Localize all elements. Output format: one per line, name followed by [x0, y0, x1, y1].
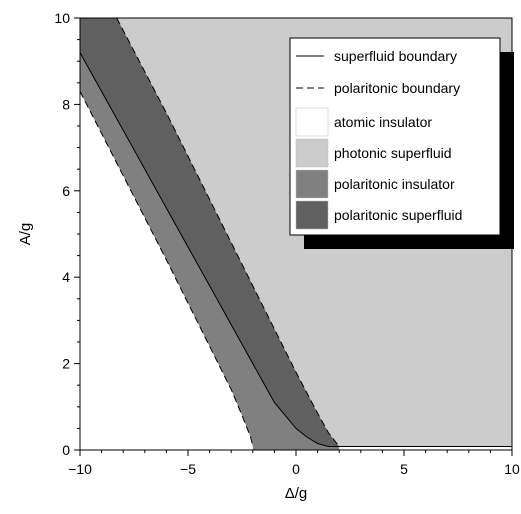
y-tick-label: 4 [62, 269, 70, 285]
x-tick-label: 0 [292, 461, 300, 477]
legend-label: atomic insulator [334, 114, 432, 130]
y-tick-label: 10 [54, 10, 70, 26]
x-axis-ticks: −10 −5 0 5 10 [68, 450, 520, 477]
legend-label: photonic superfluid [334, 145, 452, 161]
y-tick-label: 6 [62, 183, 70, 199]
x-tick-label: −10 [68, 461, 92, 477]
polaritonic-boundary-upper-line [116, 17, 512, 447]
y-tick-label: 2 [62, 356, 70, 372]
legend-key-polaritonic-superfluid [295, 200, 329, 230]
polaritonic-boundary-lower-line [79, 91, 254, 447]
region-polaritonic-superfluid [80, 18, 340, 447]
x-tick-label: 5 [400, 461, 408, 477]
legend-label: superfluid boundary [334, 48, 457, 64]
legend-key-polaritonic-insulator [295, 169, 329, 199]
boundary-lines [79, 17, 512, 447]
legend-items: superfluid boundary polaritonic boundary a… [295, 48, 462, 230]
superfluid-boundary-line [79, 52, 512, 447]
legend: superfluid boundary polaritonic boundary a… [289, 37, 514, 249]
y-tick-label: 8 [62, 96, 70, 112]
x-axis-label: Δ/g [285, 485, 308, 502]
legend-key-atomic-insulator [295, 107, 329, 137]
x-tick-label: 10 [504, 461, 520, 477]
y-axis-label: A/g [17, 223, 34, 246]
legend-label: polaritonic superfluid [334, 207, 462, 223]
legend-label: polaritonic boundary [334, 80, 460, 96]
legend-key-photonic-superfluid [295, 138, 329, 168]
x-tick-label: −5 [180, 461, 196, 477]
legend-label: polaritonic insulator [334, 176, 455, 192]
y-tick-label: 0 [62, 442, 70, 458]
y-axis-ticks: 0 2 4 6 8 10 [54, 10, 80, 458]
